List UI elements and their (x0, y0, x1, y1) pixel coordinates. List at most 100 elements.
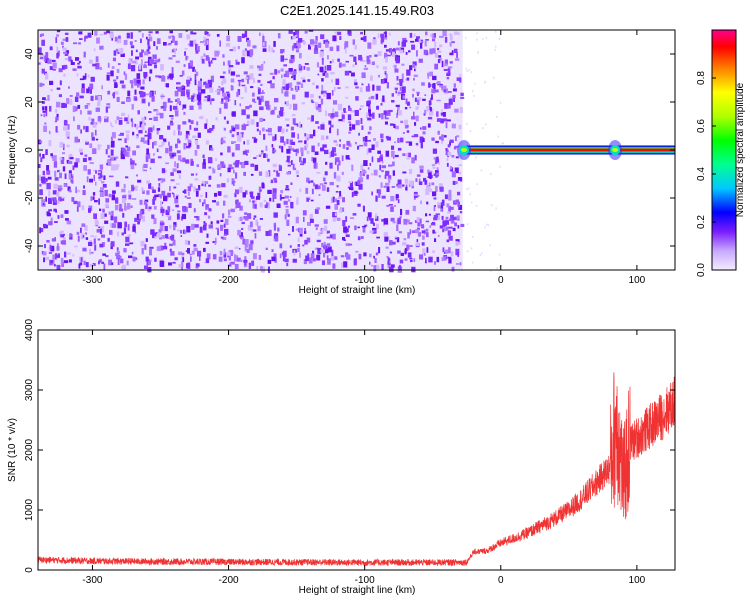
noise-cell (147, 38, 150, 46)
noise-cell (285, 208, 289, 215)
noise-cell (296, 124, 299, 127)
noise-cell (392, 51, 396, 57)
noise-cell (56, 254, 60, 258)
noise-cell (65, 37, 69, 42)
noise-cell (425, 188, 430, 195)
noise-cell (333, 140, 337, 143)
noise-cell (366, 148, 369, 155)
noise-cell (334, 204, 338, 210)
noise-cell (414, 154, 417, 161)
noise-cell (144, 265, 148, 269)
noise-cell (306, 197, 310, 202)
noise-cell (175, 183, 180, 185)
noise-cell (194, 79, 197, 86)
noise-cell (368, 55, 372, 58)
noise-cell (256, 155, 259, 157)
noise-cell (296, 197, 299, 201)
noise-cell (252, 229, 257, 232)
noise-cell (420, 142, 423, 149)
noise-cell (140, 38, 142, 43)
noise-cell (108, 259, 112, 266)
x-tick-label: 0 (498, 575, 504, 586)
noise-cell (438, 55, 442, 58)
noise-cell (171, 154, 175, 157)
noise-cell (111, 156, 114, 160)
noise-cell (385, 150, 390, 157)
noise-cell (203, 36, 206, 40)
noise-cell (422, 98, 426, 101)
noise-cell (191, 95, 195, 102)
noise-cell (415, 143, 419, 146)
noise-cell (181, 261, 184, 268)
noise-cell (80, 152, 83, 155)
noise-cell (399, 259, 404, 264)
noise-cell (291, 45, 295, 51)
noise-cell (434, 41, 437, 48)
noise-cell (335, 157, 340, 163)
noise-cell (145, 203, 148, 210)
noise-cell (145, 238, 148, 242)
noise-cell (83, 260, 86, 266)
noise-cell (448, 98, 453, 105)
noise-cell (329, 46, 334, 51)
noise-cell (199, 199, 201, 203)
noise-cell (377, 33, 380, 39)
noise-cell (186, 80, 190, 87)
noise-cell (237, 229, 241, 236)
noise-cell (349, 70, 352, 73)
noise-cell (409, 180, 414, 186)
noise-cell (151, 214, 155, 219)
noise-cell (178, 33, 183, 38)
noise-cell (253, 157, 257, 159)
colorbar-tick-label: 0.0 (696, 263, 707, 277)
noise-cell (324, 182, 327, 185)
noise-cell (279, 145, 282, 149)
noise-cell (239, 186, 243, 193)
noise-cell (439, 225, 443, 229)
noise-cell (40, 114, 43, 117)
noise-cell (126, 155, 131, 158)
noise-cell (282, 255, 286, 262)
noise-cell (55, 253, 58, 255)
noise-cell (306, 150, 310, 154)
noise-cell (49, 245, 52, 250)
noise-cell (204, 43, 207, 46)
noise-cell (102, 253, 106, 256)
noise-cell (141, 124, 145, 131)
noise-cell (72, 68, 77, 71)
noise-cell (221, 92, 227, 97)
noise-cell (189, 40, 194, 47)
noise-cell (245, 190, 248, 195)
noise-cell (78, 31, 83, 35)
noise-cell (85, 262, 89, 268)
noise-cell (272, 188, 277, 194)
noise-cell (317, 142, 320, 147)
y-tick-label: 0 (24, 567, 35, 573)
noise-cell (304, 63, 309, 65)
noise-cell (295, 170, 299, 175)
noise-cell (360, 31, 363, 35)
noise-cell (65, 131, 70, 137)
noise-cell (393, 123, 396, 128)
noise-cell (167, 43, 171, 46)
noise-cell (451, 41, 455, 44)
noise-cell (164, 226, 168, 232)
noise-cell (291, 160, 293, 165)
noise-cell (399, 216, 402, 219)
noise-cell (293, 103, 298, 111)
noise-cell (94, 244, 97, 251)
noise-cell (80, 129, 82, 134)
noise-cell (434, 157, 438, 165)
noise-cell (385, 170, 390, 176)
noise-cell (69, 188, 72, 193)
noise-cell (305, 255, 310, 262)
noise-cell (320, 147, 325, 152)
noise-cell (112, 190, 116, 194)
noise-cell (176, 170, 182, 174)
noise-cell (121, 101, 125, 104)
noise-cell (278, 164, 281, 167)
noise-cell (388, 109, 393, 113)
noise-cell (214, 192, 218, 197)
noise-cell (172, 209, 174, 211)
noise-cell (167, 206, 171, 212)
